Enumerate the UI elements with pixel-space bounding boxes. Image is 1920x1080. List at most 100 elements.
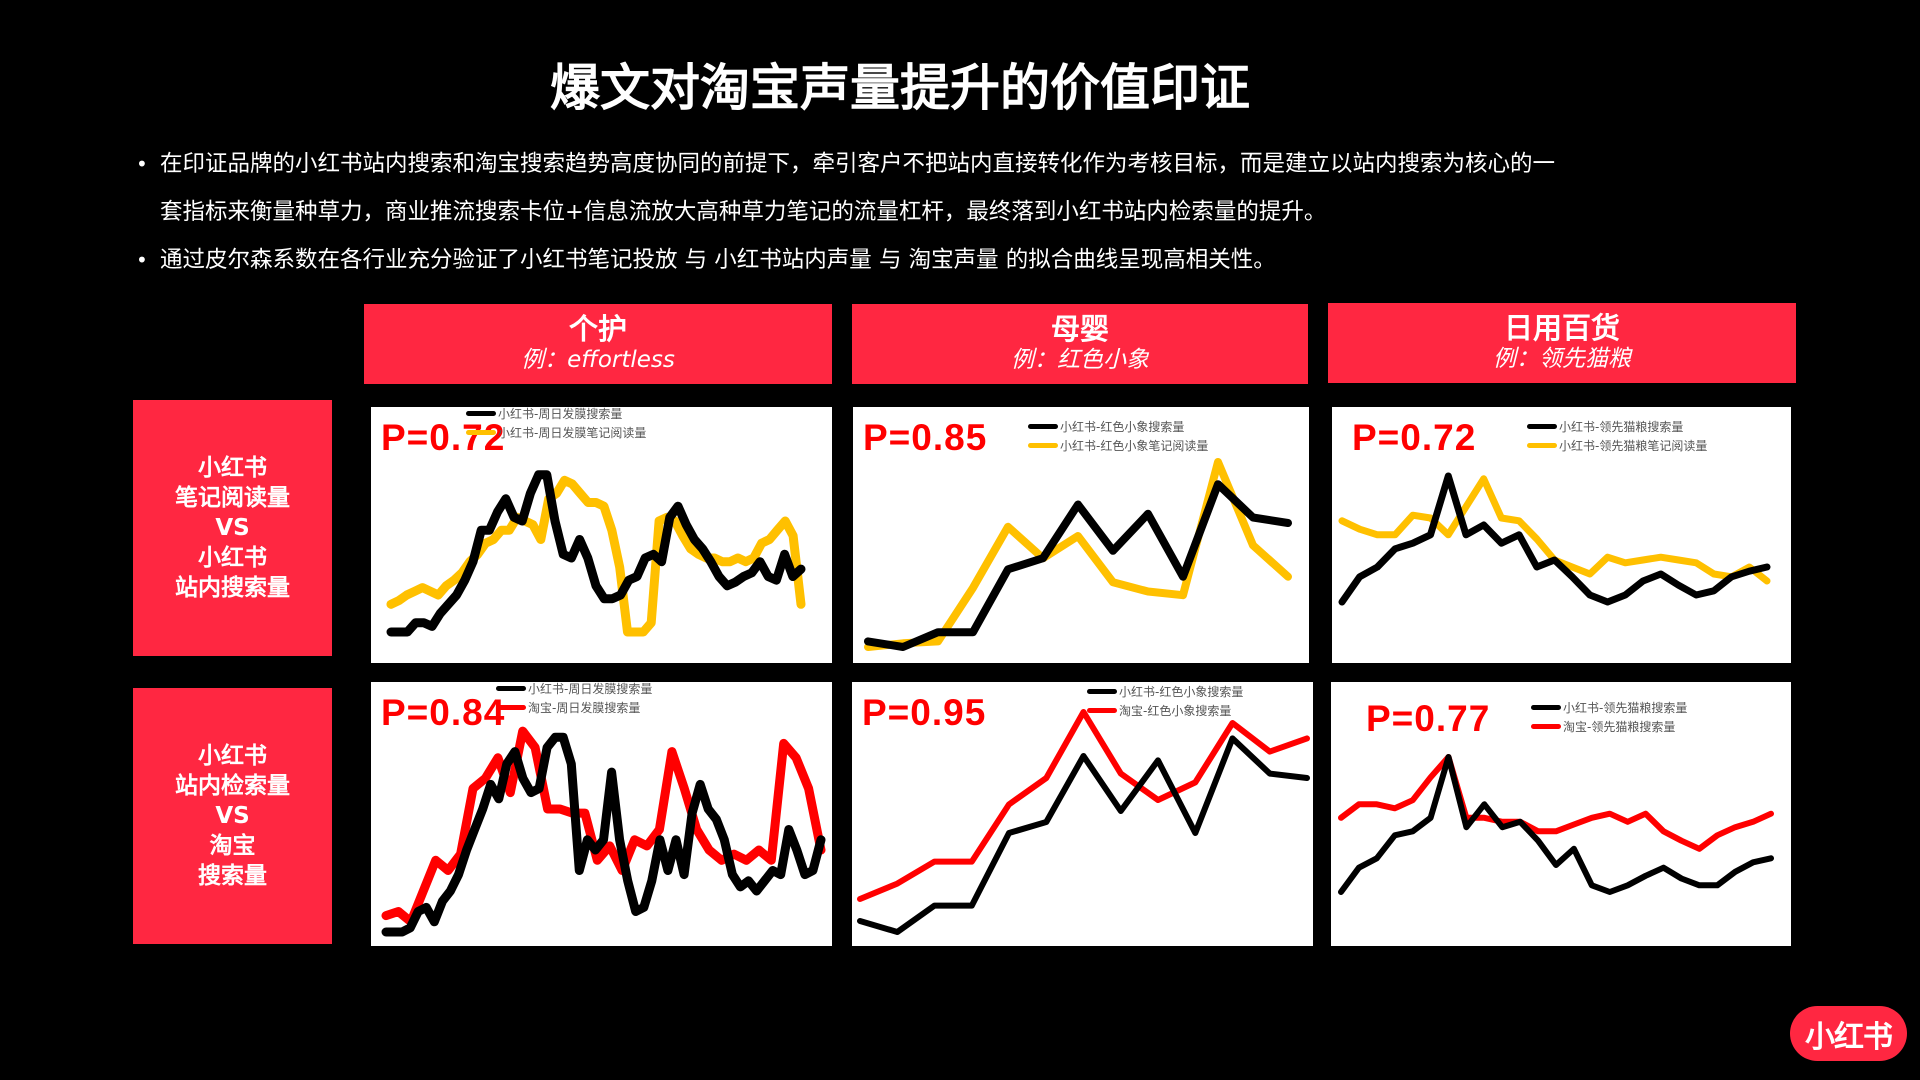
chart-plot-area xyxy=(1338,754,1774,895)
row-label-line: 小红书 xyxy=(198,455,267,481)
legend-item: 小红书-领先猫粮搜索量 xyxy=(1527,417,1707,436)
column-header-mother-baby: 母婴 例：红色小象 xyxy=(852,304,1308,384)
row-label-line: 小红书 xyxy=(198,743,267,769)
legend-label: 小红书-周日发膜搜索量 xyxy=(528,682,653,696)
series-line xyxy=(1338,754,1774,895)
row-label-line: 小红书 xyxy=(198,545,267,571)
chart-plot-area xyxy=(381,726,826,937)
column-title: 个护 xyxy=(568,312,627,346)
series-line xyxy=(864,480,1292,651)
legend-swatch xyxy=(1531,724,1561,729)
row-label-line: 淘宝 xyxy=(209,833,256,859)
column-header-daily-goods: 日用百货 例：领先猫粮 xyxy=(1328,303,1796,383)
legend-item: 淘宝-周日发膜搜索量 xyxy=(496,698,652,717)
legend-swatch xyxy=(496,705,526,710)
bullet-text: 套指标来衡量种草力，商业推流搜索卡位+信息流放大高种草力笔记的流量杠杆，最终落到… xyxy=(160,199,1327,225)
series-line xyxy=(381,726,826,927)
legend-label: 小红书-红色小象搜索量 xyxy=(1119,685,1244,699)
legend-label: 小红书-领先猫粮搜索量 xyxy=(1559,420,1684,434)
chart-legend: 小红书-领先猫粮搜索量小红书-领先猫粮笔记阅读量 xyxy=(1527,417,1707,455)
row-label-line: VS xyxy=(215,803,250,829)
chart-legend: 小红书-领先猫粮搜索量 淘宝-领先猫粮搜索量 xyxy=(1531,698,1687,736)
series-line xyxy=(386,475,806,637)
column-title: 日用百货 xyxy=(1503,311,1620,345)
column-title: 母婴 xyxy=(1050,312,1109,346)
legend-item: 小红书-红色小象搜索量 xyxy=(1087,682,1243,701)
bullet-dot: • xyxy=(136,152,148,176)
legend-label: 淘宝-周日发膜搜索量 xyxy=(528,701,641,715)
pearson-value: P=0.85 xyxy=(863,417,988,458)
legend-item: 小红书-红色小象笔记阅读量 xyxy=(1028,436,1208,455)
series-line xyxy=(1338,472,1771,606)
chart-legend: 小红书-红色小象搜索量小红书-红色小象笔记阅读量 xyxy=(1028,417,1208,455)
chart-mother-baby-search-vs-taobao: P=0.95 小红书-红色小象搜索量 淘宝-红色小象搜索量 xyxy=(852,682,1313,946)
column-subtitle: 例：红色小象 xyxy=(1011,347,1149,373)
pearson-value: P=0.84 xyxy=(381,692,506,733)
pearson-value: P=0.95 xyxy=(862,692,987,733)
chart-personal-care-search-vs-taobao: P=0.84 小红书-周日发膜搜索量 淘宝-周日发膜搜索量 xyxy=(371,682,832,946)
legend-swatch xyxy=(466,430,496,435)
legend-item: 小红书-周日发膜笔记阅读量 xyxy=(466,423,646,442)
legend-swatch xyxy=(1028,443,1058,448)
page-title: 爆文对淘宝声量提升的价值印证 xyxy=(550,59,1250,117)
legend-swatch xyxy=(466,411,496,416)
legend-swatch xyxy=(1028,424,1058,429)
row-label-line: 笔记阅读量 xyxy=(175,485,290,511)
series-line xyxy=(1338,475,1771,585)
row-label-search-vs-taobao: 小红书 站内检索量 VS 淘宝 搜索量 xyxy=(133,688,332,944)
legend-item: 小红书-周日发膜搜索量 xyxy=(496,682,652,698)
series-line xyxy=(864,458,1292,651)
legend-label: 淘宝-红色小象搜索量 xyxy=(1119,704,1232,718)
legend-label: 小红书-红色小象搜索量 xyxy=(1060,420,1185,434)
pearson-value: P=0.77 xyxy=(1366,698,1491,739)
column-subtitle: 例：领先猫粮 xyxy=(1493,346,1631,372)
chart-legend: 小红书-周日发膜搜索量 淘宝-周日发膜搜索量 xyxy=(496,682,652,717)
chart-daily-goods-notes-vs-search: P=0.72 小红书-领先猫粮搜索量小红书-领先猫粮笔记阅读量 xyxy=(1332,407,1791,663)
row-label-notes-vs-search: 小红书 笔记阅读量 VS 小红书 站内搜索量 xyxy=(133,400,332,656)
series-line xyxy=(381,732,826,937)
legend-label: 淘宝-领先猫粮搜索量 xyxy=(1563,720,1676,734)
legend-label: 小红书-领先猫粮搜索量 xyxy=(1563,701,1688,715)
legend-label: 小红书-周日发膜搜索量 xyxy=(498,407,623,421)
legend-item: 小红书-领先猫粮搜索量 xyxy=(1531,698,1687,717)
legend-item: 淘宝-红色小象搜索量 xyxy=(1087,701,1243,720)
row-label-line: 站内检索量 xyxy=(175,773,290,799)
series-line xyxy=(1338,754,1774,852)
chart-plot-area xyxy=(857,709,1310,935)
chart-personal-care-notes-vs-search: P=0.72 小红书-周日发膜搜索量小红书-周日发膜笔记阅读量 xyxy=(371,407,832,663)
legend-item: 淘宝-领先猫粮搜索量 xyxy=(1531,717,1687,736)
legend-label: 小红书-领先猫粮笔记阅读量 xyxy=(1559,439,1708,453)
series-line xyxy=(857,709,1310,902)
legend-swatch xyxy=(496,686,526,691)
legend-swatch xyxy=(1087,689,1117,694)
pearson-value: P=0.72 xyxy=(1352,417,1477,458)
row-label-line: 搜索量 xyxy=(198,863,267,889)
legend-label: 小红书-红色小象笔记阅读量 xyxy=(1060,439,1209,453)
chart-plot-area xyxy=(864,458,1292,651)
chart-legend: 小红书-红色小象搜索量 淘宝-红色小象搜索量 xyxy=(1087,682,1243,720)
legend-swatch xyxy=(1531,705,1561,710)
chart-mother-baby-notes-vs-search: P=0.85 小红书-红色小象搜索量小红书-红色小象笔记阅读量 xyxy=(853,407,1309,663)
legend-item: 小红书-周日发膜搜索量 xyxy=(466,407,646,423)
legend-label: 小红书-周日发膜笔记阅读量 xyxy=(498,426,647,440)
bullet-text: 通过皮尔森系数在各行业充分验证了小红书笔记投放 与 小红书站内声量 与 淘宝声量… xyxy=(160,247,1276,273)
column-header-personal-care: 个护 例：effortless xyxy=(364,304,832,384)
legend-item: 小红书-领先猫粮笔记阅读量 xyxy=(1527,436,1707,455)
chart-plot-area xyxy=(386,470,806,637)
xiaohongshu-logo: 小红书 xyxy=(1790,1006,1907,1061)
chart-legend: 小红书-周日发膜搜索量小红书-周日发膜笔记阅读量 xyxy=(466,407,646,442)
legend-swatch xyxy=(1527,443,1557,448)
chart-plot-area xyxy=(1338,472,1771,606)
bullet-dot: • xyxy=(136,248,148,272)
series-line xyxy=(386,470,806,637)
chart-daily-goods-search-vs-taobao: P=0.77 小红书-领先猫粮搜索量 淘宝-领先猫粮搜索量 xyxy=(1331,682,1791,946)
row-label-line: 站内搜索量 xyxy=(175,575,290,601)
column-subtitle: 例：effortless xyxy=(521,347,675,373)
series-line xyxy=(857,735,1310,935)
legend-swatch xyxy=(1087,708,1117,713)
pearson-value: P=0.72 xyxy=(381,417,506,458)
row-label-line: VS xyxy=(215,515,250,541)
bullet-text: 在印证品牌的小红书站内搜索和淘宝搜索趋势高度协同的前提下，牵引客户不把站内直接转… xyxy=(160,151,1556,177)
legend-swatch xyxy=(1527,424,1557,429)
legend-item: 小红书-红色小象搜索量 xyxy=(1028,417,1208,436)
